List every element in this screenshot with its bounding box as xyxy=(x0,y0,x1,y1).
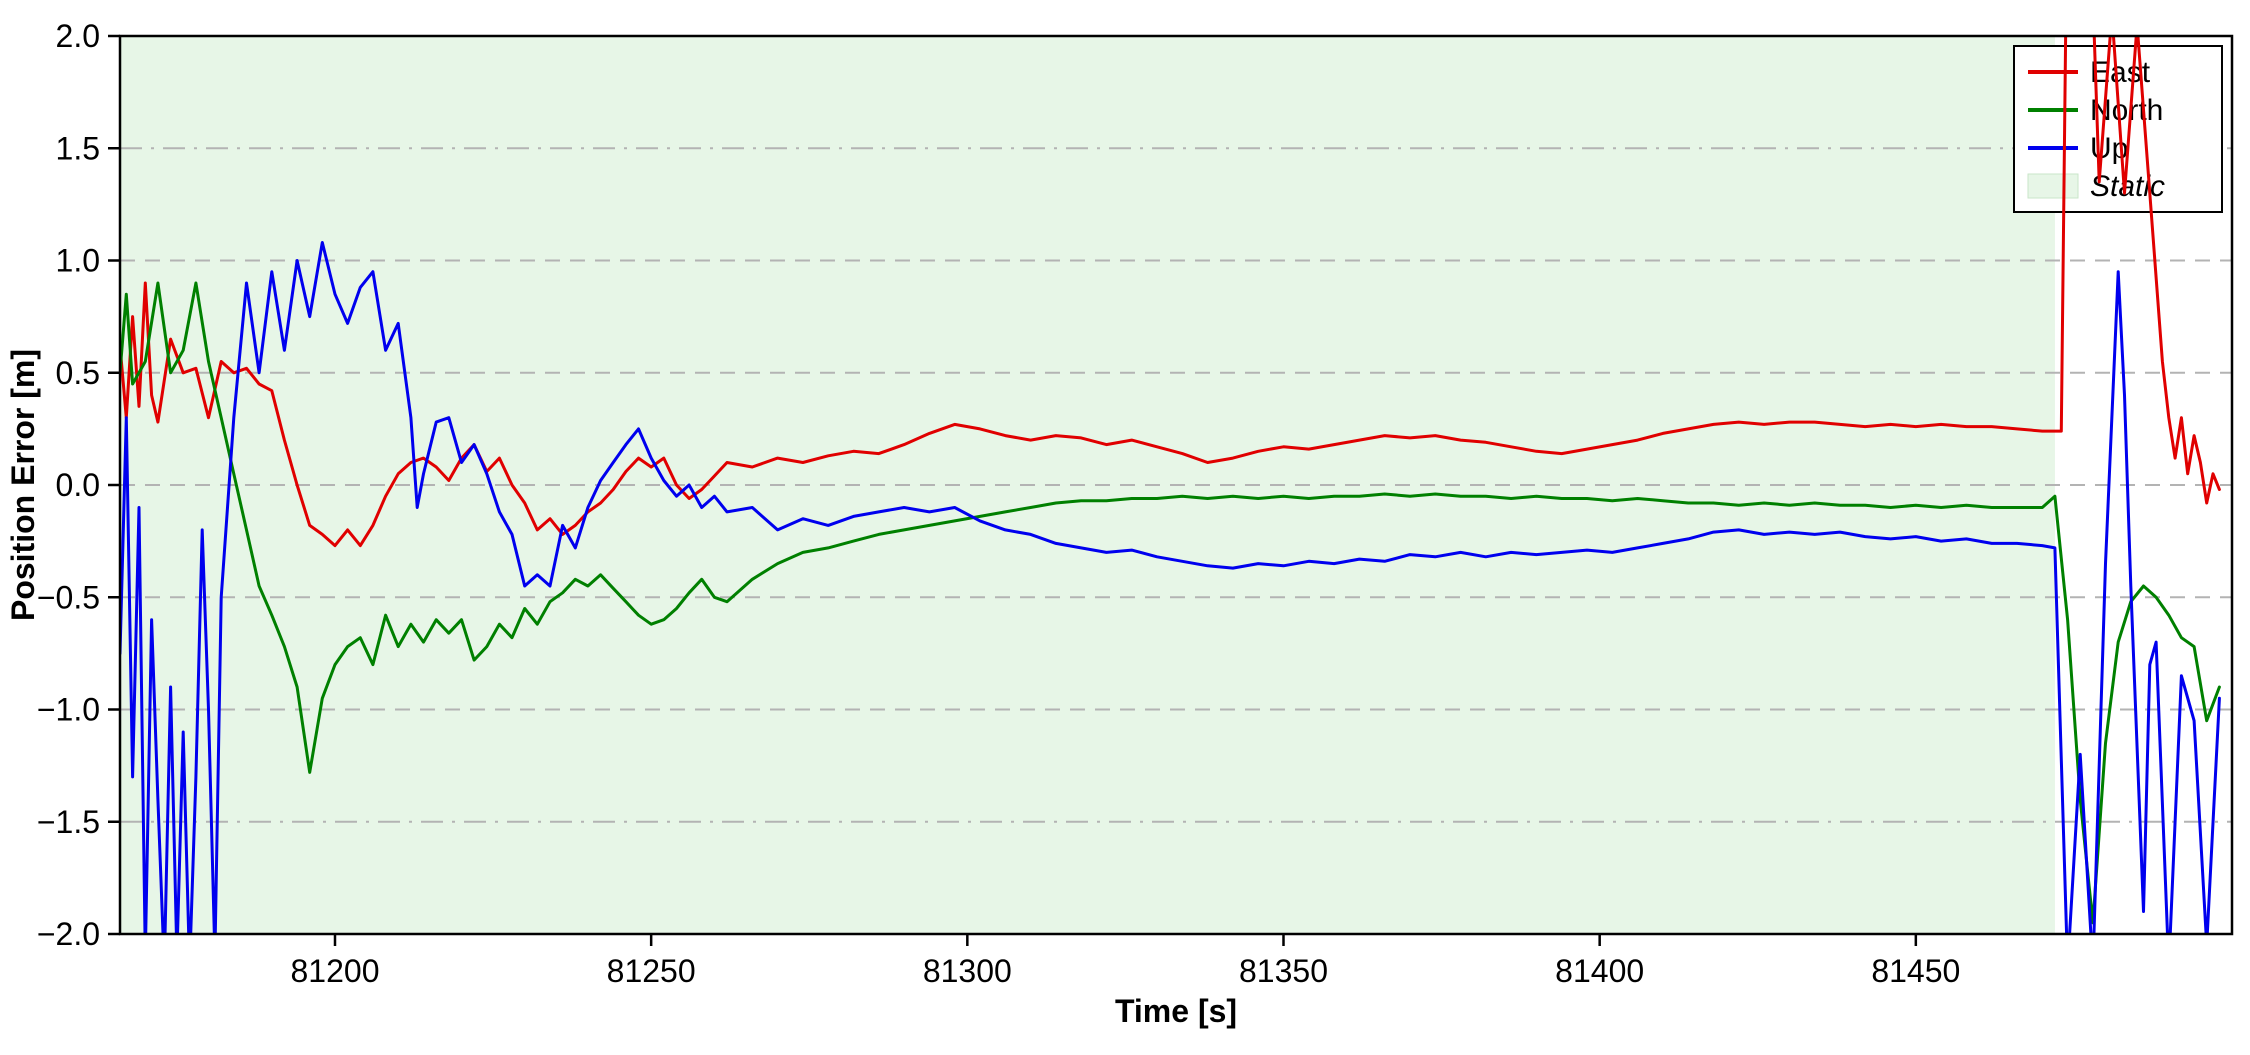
static-region-shading xyxy=(120,36,2055,934)
legend-label-north: North xyxy=(2090,94,2163,127)
y-tick-label: 0.0 xyxy=(56,467,100,503)
x-axis-label: Time [s] xyxy=(1115,993,1237,1029)
y-tick-label: 2.0 xyxy=(56,18,100,54)
x-tick-label: 81450 xyxy=(1871,953,1960,989)
x-tick-label: 81400 xyxy=(1555,953,1644,989)
series-line-north xyxy=(120,281,2221,925)
y-tick-label: 1.0 xyxy=(56,243,100,279)
x-tick-label: 81300 xyxy=(923,953,1012,989)
y-axis-label: Position Error [m] xyxy=(5,349,41,621)
x-tick-label: 81200 xyxy=(291,953,380,989)
legend-label-static: Static xyxy=(2090,170,2165,203)
x-tick-label: 81350 xyxy=(1239,953,1328,989)
y-tick-label: 1.5 xyxy=(56,130,100,166)
y-tick-label: 0.5 xyxy=(56,355,100,391)
legend-sample-static xyxy=(2027,173,2079,199)
y-tick-label: −2.0 xyxy=(37,916,100,952)
y-tick-label: −1.5 xyxy=(37,804,100,840)
series-line-east xyxy=(120,36,2221,548)
x-tick-label: 81250 xyxy=(607,953,696,989)
series-line-up xyxy=(120,241,2221,934)
y-tick-label: −1.0 xyxy=(37,692,100,728)
series-group xyxy=(120,36,2221,934)
y-tick-label: −0.5 xyxy=(37,579,100,615)
